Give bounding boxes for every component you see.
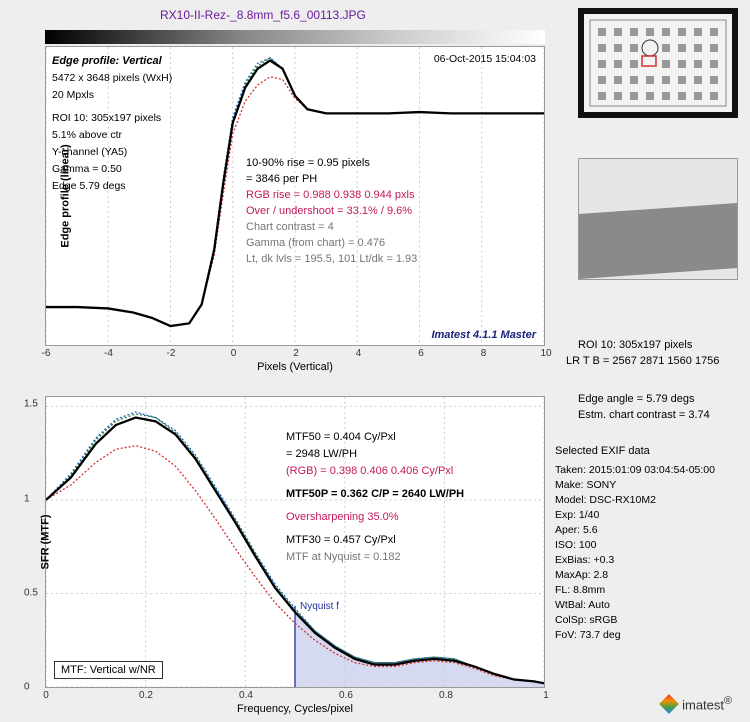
edge-angle-line: Edge angle = 5.79 degs: [578, 392, 695, 407]
test-chart-thumb: [578, 8, 738, 118]
chart1-xtick: -4: [104, 348, 113, 359]
mtf50: MTF50 = 0.404 Cy/Pxl: [286, 429, 464, 446]
chart2-info: MTF50 = 0.404 Cy/Pxl = 2948 LW/PH (RGB) …: [286, 429, 464, 566]
mtf50p: MTF50P = 0.362 C/P = 2640 LW/PH: [286, 486, 464, 503]
roi-line: ROI 10: 305x197 pixels: [578, 338, 692, 353]
imatest-version: Imatest 4.1.1 Master: [431, 329, 536, 341]
file-title: RX10-II-Rez-_8.8mm_f5.6_00113.JPG: [160, 8, 366, 22]
exif-model: Model: DSC-RX10M2: [555, 493, 715, 508]
exif-wtbal: WtBal: Auto: [555, 598, 715, 613]
chart2-xtick: 0: [43, 690, 49, 701]
mtf-nyquist: MTF at Nyquist = 0.182: [286, 549, 464, 566]
lrtb-line: LR T B = 2567 2871 1560 1756: [566, 354, 719, 369]
chart1-xtick: -6: [42, 348, 51, 359]
logo-icon: [659, 694, 679, 714]
lt-dk-levels: Lt, dk lvls = 195.5, 101 Lt/dk = 1.93: [246, 251, 417, 267]
gamma-chart: Gamma (from chart) = 0.476: [246, 235, 417, 251]
exif-fov: FoV: 73.7 deg: [555, 628, 715, 643]
exif-aper: Aper: 5.6: [555, 523, 715, 538]
exif-header: Selected EXIF data: [555, 444, 715, 459]
chart1-xtick: 10: [540, 348, 551, 359]
chart2-ytick: 1: [24, 493, 30, 504]
overshoot: Over / undershoot = 33.1% / 9.6%: [246, 203, 417, 219]
rise: 10-90% rise = 0.95 pixels: [246, 155, 417, 171]
nyquist-label: Nyquist f: [300, 601, 339, 612]
chart2-xtick: 0.4: [239, 690, 253, 701]
estm-contrast-line: Estm. chart contrast = 3.74: [578, 408, 710, 423]
edge-angle: Edge 5.79 degs: [52, 178, 172, 195]
chart2-ylabel: SFR (MTF): [39, 515, 51, 570]
chart1-info-left: Edge profile: Vertical 5472 x 3648 pixel…: [52, 53, 172, 195]
chart1-xlabel: Pixels (Vertical): [257, 361, 333, 373]
imatest-logo: imatest®: [662, 695, 732, 712]
test-chart-icon: [584, 14, 732, 112]
chart2-xtick: 0.6: [339, 690, 353, 701]
chart1-xtick: -2: [167, 348, 176, 359]
dimensions: 5472 x 3648 pixels (WxH): [52, 70, 172, 87]
chart1-xtick: 2: [293, 348, 299, 359]
exif-exp: Exp: 1/40: [555, 508, 715, 523]
exif-iso: ISO: 100: [555, 538, 715, 553]
chart2-xtick: 0.8: [439, 690, 453, 701]
sfr-mtf-chart: SFR (MTF) Frequency, Cycles/pixel 00.20.…: [45, 396, 545, 688]
exif-taken: Taken: 2015:01:09 03:04:54-05:00: [555, 463, 715, 478]
oversharpening: Oversharpening 35.0%: [286, 509, 464, 526]
above-ctr: 5.1% above ctr: [52, 127, 172, 144]
chart1-info-right: 10-90% rise = 0.95 pixels = 3846 per PH …: [246, 155, 417, 267]
logo-text: imatest: [682, 697, 724, 712]
exif-exbias: ExBias: +0.3: [555, 553, 715, 568]
lwph: = 2948 LW/PH: [286, 446, 464, 463]
chart1-xtick: 6: [418, 348, 424, 359]
mtf-rgb: (RGB) = 0.398 0.406 0.406 Cy/Pxl: [286, 463, 464, 480]
chart1-xtick: 4: [356, 348, 362, 359]
chart2-ytick: 0: [24, 682, 30, 693]
chart-contrast: Chart contrast = 4: [246, 219, 417, 235]
chart2-xtick: 0.2: [139, 690, 153, 701]
chart2-xtick: 1: [543, 690, 549, 701]
timestamp: 06-Oct-2015 15:04:03: [434, 53, 536, 65]
edge-profile-chart: Edge profile (linear) Pixels (Vertical) …: [45, 46, 545, 346]
chart2-ytick: 0.5: [24, 587, 38, 598]
exif-fl: FL: 8.8mm: [555, 583, 715, 598]
exif-make: Make: SONY: [555, 478, 715, 493]
grayscale-bar: [45, 30, 545, 44]
exif-block: Selected EXIF data Taken: 2015:01:09 03:…: [555, 444, 715, 643]
exif-colsp: ColSp: sRGB: [555, 613, 715, 628]
chart2-ytick: 1.5: [24, 399, 38, 410]
chart1-xtick: 8: [481, 348, 487, 359]
exif-maxap: MaxAp: 2.8: [555, 568, 715, 583]
megapixels: 20 Mpxls: [52, 87, 172, 104]
gamma: Gamma = 0.50: [52, 161, 172, 178]
per-ph: = 3846 per PH: [246, 171, 417, 187]
mtf-box: MTF: Vertical w/NR: [54, 661, 163, 679]
chart2-xlabel: Frequency, Cycles/pixel: [237, 703, 353, 715]
chart1-xtick: 0: [231, 348, 237, 359]
mtf30: MTF30 = 0.457 Cy/Pxl: [286, 532, 464, 549]
y-channel: Y-channel (YA5): [52, 144, 172, 161]
edge-crop-thumb: [578, 158, 738, 280]
roi-info: ROI 10: 305x197 pixels: [52, 110, 172, 127]
rgb-rise: RGB rise = 0.988 0.938 0.944 pxls: [246, 187, 417, 203]
edge-profile-header: Edge profile: Vertical: [52, 53, 172, 70]
